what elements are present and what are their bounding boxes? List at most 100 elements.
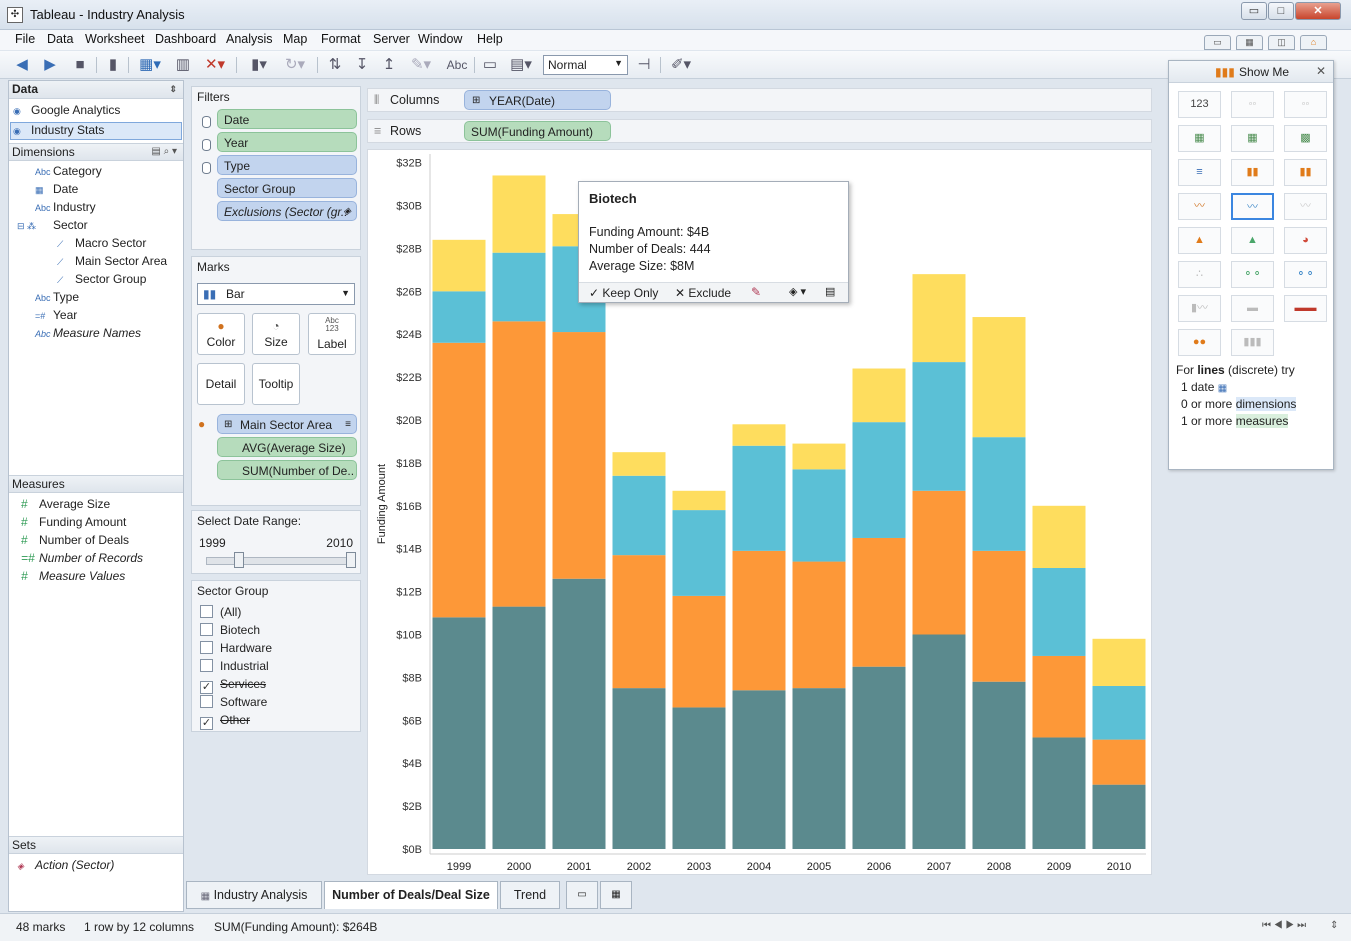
measure-field[interactable]: # Funding Amount <box>21 515 126 529</box>
show-me-area-discrete-icon[interactable]: ▲ <box>1231 227 1274 254</box>
redo-icon[interactable]: ▶ <box>44 56 56 73</box>
show-me-symbol-map-icon[interactable]: ◦◦ <box>1231 91 1274 118</box>
undo-icon[interactable]: ◀ <box>16 56 28 73</box>
measure-field[interactable]: # Measure Values <box>21 569 125 583</box>
tab-number-of-deals[interactable]: Number of Deals/Deal Size <box>324 881 498 909</box>
minimize-button[interactable]: ▭ <box>1241 2 1267 20</box>
show-me-dual-combination-icon[interactable]: ▮〰 <box>1178 295 1221 322</box>
menu-analysis[interactable]: Analysis <box>226 32 273 46</box>
refresh-icon[interactable]: ↻▾ <box>284 56 306 73</box>
size-button[interactable]: ◔ Size <box>252 313 300 355</box>
dimension-field[interactable]: ▦ Date <box>35 182 78 196</box>
annotate-icon[interactable]: ✐▾ <box>670 56 692 73</box>
sector-group-option[interactable]: Industrial <box>200 659 269 673</box>
show-me-highlight-table-icon[interactable]: ▦ <box>1231 125 1274 152</box>
dimension-field[interactable]: Abc Type <box>35 290 79 304</box>
sort-ascending-icon[interactable]: ↧ <box>355 56 369 73</box>
expand-icon[interactable]: ⊞ <box>472 95 481 106</box>
show-labels-button[interactable]: Abc <box>446 58 468 72</box>
menu-file[interactable]: File <box>15 32 36 46</box>
tab-industry-analysis[interactable]: ▦ Industry Analysis <box>186 881 322 909</box>
sector-group-option[interactable]: Software <box>200 695 267 709</box>
checkbox[interactable] <box>200 695 213 708</box>
tooltip-button[interactable]: Tooltip <box>252 363 300 405</box>
presentation-icon[interactable]: ▭ <box>482 56 498 73</box>
pause-updates-icon[interactable]: ▮▾ <box>251 56 267 73</box>
marks-pill-number-of-deals[interactable]: SUM(Number of De.. <box>217 460 357 480</box>
label-button[interactable]: Abc 123 Label <box>308 313 356 355</box>
mark-type-select[interactable]: ▮▮ Bar ▼ <box>197 283 355 305</box>
show-me-gantt-chart-icon[interactable]: ▬▬ <box>1284 295 1327 322</box>
date-range-handle-max[interactable] <box>346 552 356 568</box>
show-me-side-by-side-bars-icon[interactable]: ▮▮ <box>1284 159 1327 186</box>
exclude-button[interactable]: ✕ Exclude <box>675 286 732 300</box>
scroll-arrows-icon[interactable]: ⇕ <box>1330 920 1339 931</box>
marks-pill-main-sector-area[interactable]: ⊞ Main Sector Area ≡ <box>217 414 357 434</box>
show-me-pie-chart-icon[interactable]: ◕ <box>1284 227 1327 254</box>
panel-menu-icon[interactable]: ⇕ <box>169 84 177 94</box>
sector-group-option[interactable]: ✓ Services <box>200 677 266 694</box>
columns-shelf[interactable]: ⫴ Columns ⊞ YEAR(Date) <box>367 88 1152 112</box>
keep-only-button[interactable]: ✓ Keep Only <box>589 286 659 300</box>
marks-pill-avg-size[interactable]: AVG(Average Size) <box>217 437 357 457</box>
show-me-histogram-icon[interactable]: ▮▮▮ <box>1231 329 1274 356</box>
checkbox[interactable] <box>200 605 213 618</box>
data-source-item-selected[interactable]: ◉ Industry Stats <box>10 122 182 140</box>
sheet-sorter-icon[interactable]: ▦ <box>1236 35 1263 50</box>
fix-axes-icon[interactable]: ⊣ <box>637 56 651 73</box>
group-members-icon[interactable]: ✎ <box>751 285 762 299</box>
checkbox[interactable] <box>200 623 213 636</box>
show-me-horizontal-bars-icon[interactable]: ≡ <box>1178 159 1221 186</box>
menu-server[interactable]: Server <box>373 32 410 46</box>
show-me-stacked-bars-icon[interactable]: ▮▮ <box>1231 159 1274 186</box>
rows-pill-funding[interactable]: SUM(Funding Amount) <box>464 121 611 141</box>
connect-data-icon[interactable]: ▮ <box>108 56 118 73</box>
set-action-icon[interactable]: ◈ ▾ <box>789 286 807 298</box>
maximize-button[interactable]: □ <box>1268 2 1294 20</box>
filter-pill-sector-group[interactable]: Sector Group <box>217 178 357 198</box>
filter-pill-type[interactable]: Type <box>217 155 357 175</box>
dimension-field[interactable]: ⊟ ⁂ Sector <box>17 218 88 232</box>
measure-field[interactable]: # Number of Deals <box>21 533 129 547</box>
measure-field[interactable]: =# Number of Records <box>21 551 143 565</box>
menu-map[interactable]: Map <box>283 32 308 46</box>
show-me-text-table-icon[interactable]: 123 <box>1178 91 1221 118</box>
dimension-field[interactable]: Abc Measure Names <box>35 326 141 340</box>
close-button[interactable]: ✕ <box>1295 2 1341 20</box>
filter-pill-year[interactable]: Year <box>217 132 357 152</box>
show-me-treemap-icon[interactable]: ▩ <box>1284 125 1327 152</box>
start-page-icon[interactable]: ⌂ <box>1300 35 1327 50</box>
sector-group-option[interactable]: (All) <box>200 605 241 619</box>
find-field-icon[interactable]: ▤ ⌕ ▾ <box>151 146 177 157</box>
checkbox[interactable] <box>200 659 213 672</box>
checkbox[interactable] <box>200 641 213 654</box>
menu-window[interactable]: Window <box>418 32 463 46</box>
filter-pill-exclusions[interactable]: Exclusions (Sector (gr.. ◈ <box>217 201 357 221</box>
checkbox[interactable]: ✓ <box>200 681 213 694</box>
show-me-dual-lines-icon[interactable]: 〰 <box>1284 193 1327 220</box>
show-me-lines-continuous-icon[interactable]: 〰 <box>1178 193 1221 220</box>
dimension-field[interactable]: Abc Category <box>35 164 102 178</box>
sheet-navigation-icon[interactable]: ⏮ ◀ ▶ ⏭ <box>1262 920 1307 931</box>
save-icon[interactable]: ■ <box>75 56 85 73</box>
sector-group-option[interactable]: Biotech <box>200 623 260 637</box>
dimension-field[interactable]: ⟋ Sector Group <box>57 272 146 286</box>
show-me-circle-view-icon[interactable]: ⚬⚬ <box>1231 261 1274 288</box>
data-source-icon[interactable]: ◫ <box>1268 35 1295 50</box>
checkbox[interactable]: ✓ <box>200 717 213 730</box>
view-data-icon[interactable]: ▤ <box>825 286 836 298</box>
show-me-side-by-side-circles-icon[interactable]: ⚬⚬ <box>1284 261 1327 288</box>
data-source-item[interactable]: ◉ Google Analytics <box>13 103 120 117</box>
show-me-filled-map-icon[interactable]: ◦◦ <box>1284 91 1327 118</box>
new-worksheet-icon[interactable]: ▦▾ <box>139 56 161 73</box>
sort-descending-icon[interactable]: ↥ <box>382 56 396 73</box>
new-worksheet-tab-icon[interactable]: ▭ <box>566 881 598 909</box>
show-me-packed-bubbles-icon[interactable]: ●● <box>1178 329 1221 356</box>
menu-data[interactable]: Data <box>47 32 74 46</box>
sector-group-option[interactable]: Hardware <box>200 641 272 655</box>
chart-type-icon[interactable]: ▤▾ <box>510 56 532 73</box>
set-item[interactable]: ◈ Action (Sector) <box>17 858 114 872</box>
fit-select[interactable]: Normal ▼ <box>543 55 628 75</box>
tab-trend[interactable]: Trend <box>500 881 560 909</box>
rows-shelf[interactable]: ≡ Rows SUM(Funding Amount) <box>367 119 1152 143</box>
